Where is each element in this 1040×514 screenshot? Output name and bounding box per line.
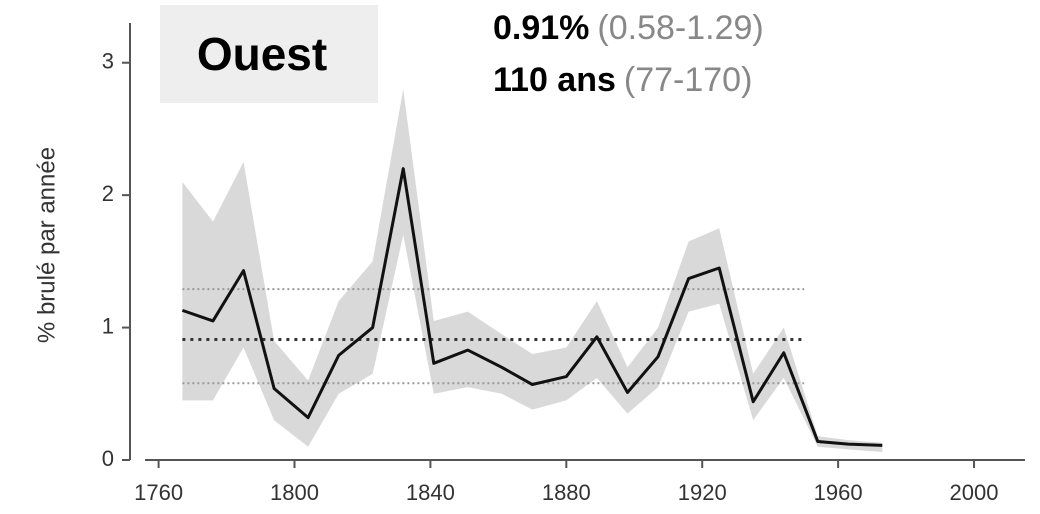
- y-axis-label: % brulé par année: [33, 147, 60, 343]
- annotation: 110 ans (77-170): [493, 61, 752, 99]
- confidence-band: [182, 89, 883, 453]
- x-tick-label: 1840: [406, 480, 455, 505]
- x-tick-label: 1960: [814, 480, 863, 505]
- chart-title: Ouest: [197, 28, 327, 80]
- y-tick-label: 2: [102, 181, 114, 206]
- x-tick-label: 1880: [542, 480, 591, 505]
- y-tick-label: 0: [102, 446, 114, 471]
- x-tick-label: 1920: [678, 480, 727, 505]
- annotation: 0.91% (0.58-1.29): [493, 9, 764, 47]
- annotation-range: (77-170): [624, 61, 753, 99]
- annotation-bold: 110 ans: [493, 61, 616, 99]
- data-line: [181, 167, 883, 447]
- annotation-bold: 0.91%: [493, 9, 589, 47]
- y-tick-label: 3: [102, 49, 114, 74]
- annotation-range: (0.58-1.29): [597, 9, 763, 47]
- title-box: [160, 5, 378, 103]
- x-tick-label: 1760: [134, 480, 183, 505]
- y-tick-label: 1: [102, 313, 114, 338]
- x-tick-label: 1800: [270, 480, 319, 505]
- x-tick-label: 2000: [950, 480, 999, 505]
